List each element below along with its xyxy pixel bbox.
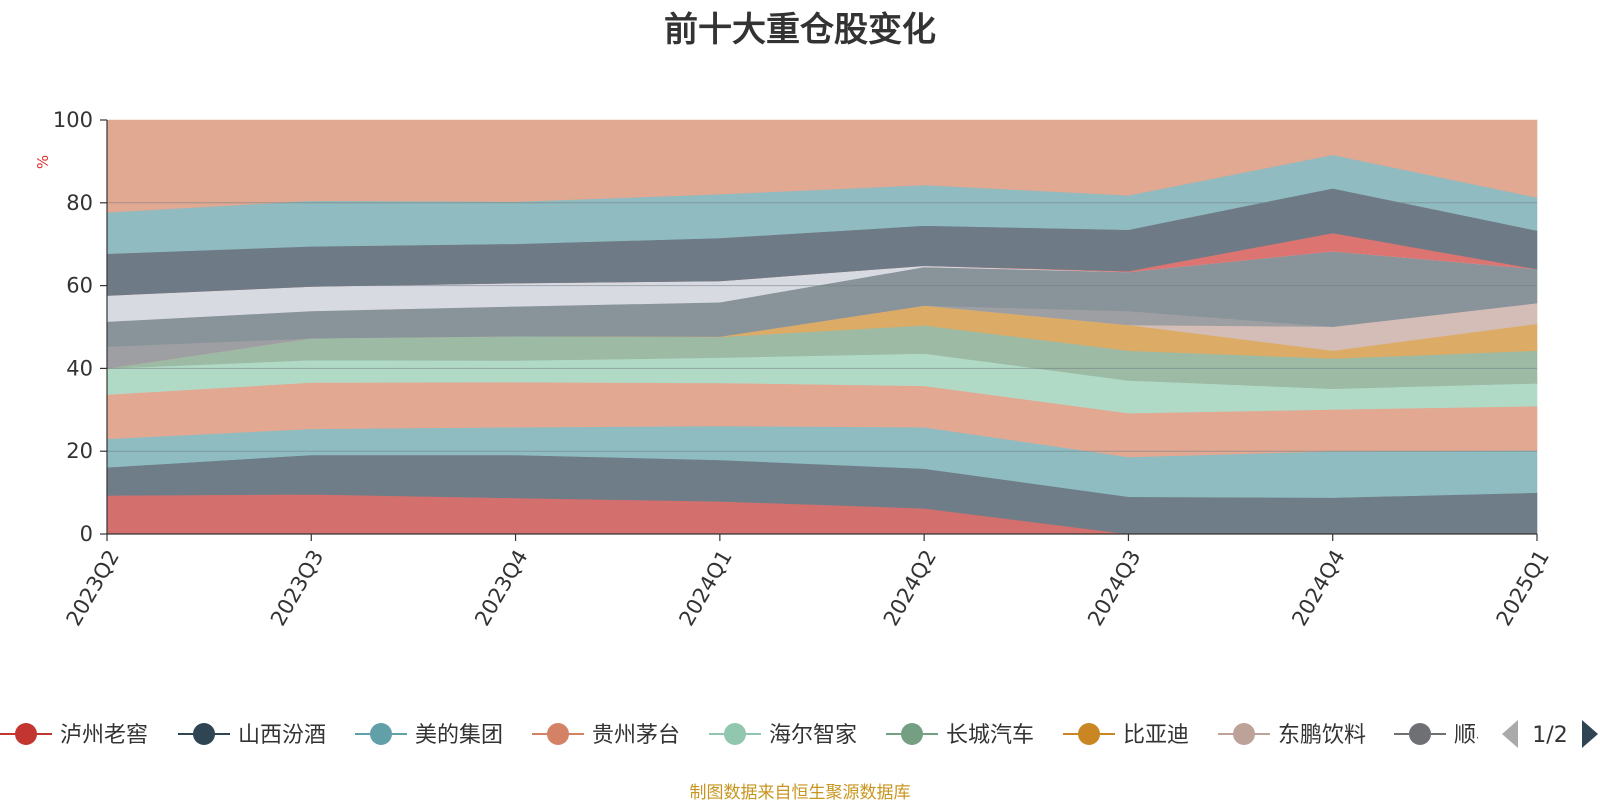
legend-next-arrow-icon[interactable] xyxy=(1582,720,1598,748)
legend-item[interactable]: 长城汽车 xyxy=(886,723,1034,748)
area-series-15 xyxy=(106,119,1538,213)
legend-label: 顺丰控股 xyxy=(1454,723,1542,748)
y-tick-label: 40 xyxy=(66,356,93,380)
legend-circle-marker xyxy=(1078,723,1100,745)
legend-items: 泸州老窖 山西汾酒 美的集团 贵州茅台 海尔智家 长城汽车 比亚迪 东鹏饮料 顺丰控股 xyxy=(0,723,1542,748)
legend-circle-marker xyxy=(193,723,215,745)
legend-label: 贵州茅台 xyxy=(592,723,680,748)
chart-title: 前十大重仓股变化 xyxy=(664,10,936,50)
legend-circle-marker xyxy=(547,723,569,745)
x-tick-label: 2024Q3 xyxy=(1083,546,1145,630)
legend-item[interactable]: 海尔智家 xyxy=(709,723,857,748)
axes xyxy=(100,119,1538,541)
legend-label: 泸州老窖 xyxy=(60,723,148,748)
legend-label: 东鹏饮料 xyxy=(1278,723,1366,748)
y-tick-label: 60 xyxy=(66,274,93,298)
y-tick-label: 20 xyxy=(66,439,93,463)
legend-item[interactable]: 贵州茅台 xyxy=(532,723,680,748)
y-tick-label: 100 xyxy=(53,108,93,132)
legend-circle-marker xyxy=(1409,723,1431,745)
legend-label: 长城汽车 xyxy=(946,723,1034,748)
x-tick-label: 2023Q4 xyxy=(470,546,532,630)
x-tick-label: 2023Q2 xyxy=(62,546,124,630)
legend-circle-marker xyxy=(724,723,746,745)
legend-item[interactable]: 比亚迪 xyxy=(1063,723,1189,748)
legend-prev-arrow-icon[interactable] xyxy=(1502,720,1518,748)
legend-circle-marker xyxy=(15,723,37,745)
legend-item[interactable]: 顺丰控股 xyxy=(1394,723,1542,748)
legend-label: 美的集团 xyxy=(415,723,503,748)
legend-item[interactable]: 山西汾酒 xyxy=(178,723,326,748)
legend-item[interactable]: 东鹏饮料 xyxy=(1218,723,1366,748)
legend-label: 海尔智家 xyxy=(769,723,857,748)
legend-item[interactable]: 美的集团 xyxy=(355,723,503,748)
x-tick-label: 2024Q1 xyxy=(674,546,736,630)
grid-lines xyxy=(107,202,1537,452)
area-layers xyxy=(106,119,1538,535)
x-tick-label: 2023Q3 xyxy=(266,546,328,630)
legend-label: 山西汾酒 xyxy=(238,723,326,748)
x-tick-label: 2024Q4 xyxy=(1287,546,1349,630)
source-note: 制图数据来自恒生聚源数据库 xyxy=(689,783,911,803)
x-tick-label: 2025Q1 xyxy=(1492,546,1554,630)
legend-circle-marker xyxy=(1233,723,1255,745)
legend-label: 比亚迪 xyxy=(1123,723,1189,748)
legend-page-label: 1/2 xyxy=(1532,723,1567,748)
y-axis-unit: % xyxy=(34,155,52,169)
legend-item[interactable]: 泸州老窖 xyxy=(0,723,148,748)
legend-circle-marker xyxy=(370,723,392,745)
x-tick-label: 2024Q2 xyxy=(879,546,941,630)
y-tick-label: 80 xyxy=(66,191,93,215)
y-tick-label: 0 xyxy=(80,522,93,546)
legend-circle-marker xyxy=(901,723,923,745)
